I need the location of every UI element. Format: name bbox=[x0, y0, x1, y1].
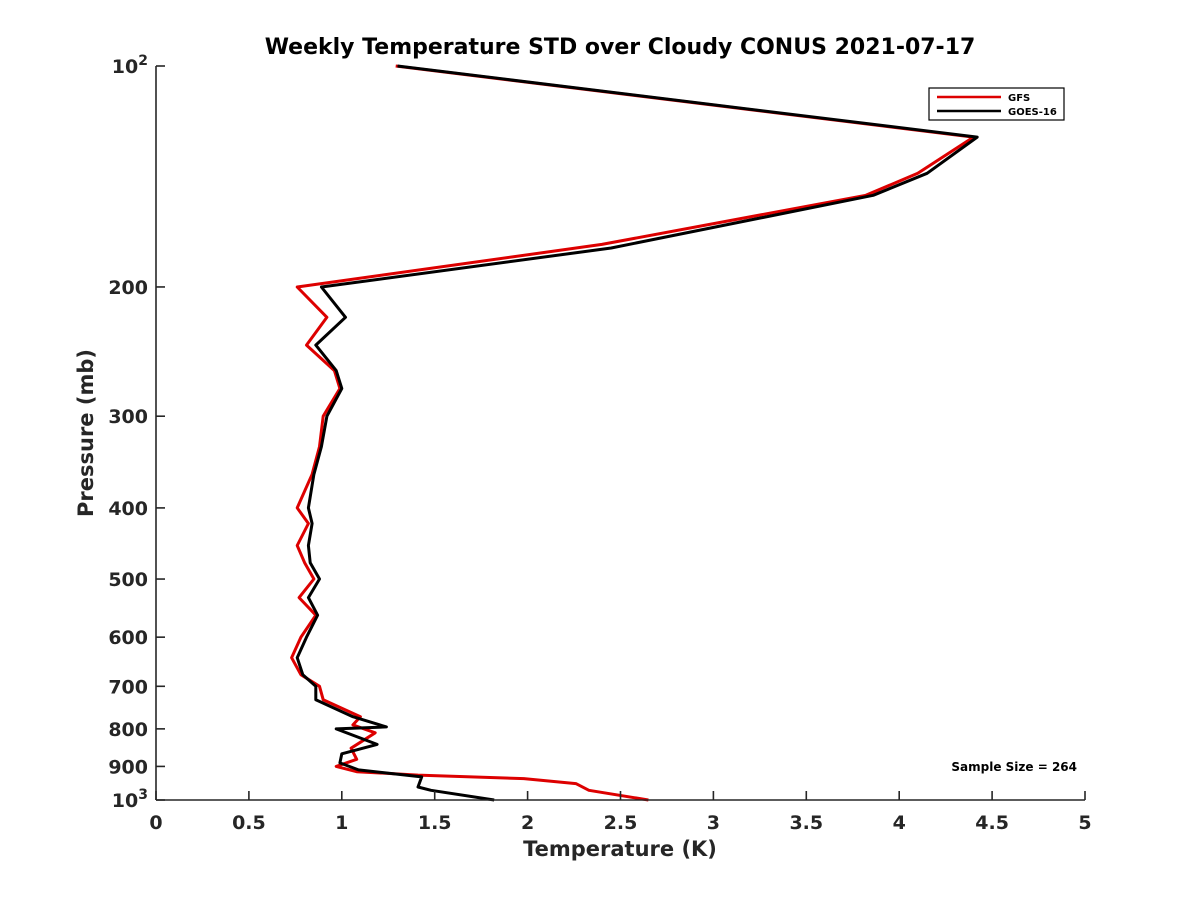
y-tick-label: 800 bbox=[108, 719, 148, 741]
legend-label: GFS bbox=[1008, 93, 1030, 104]
y-tick-label: 400 bbox=[108, 498, 148, 520]
x-tick-label: 2.5 bbox=[604, 812, 638, 834]
legend-label: GOES-16 bbox=[1008, 107, 1057, 118]
y-tick-label: 600 bbox=[108, 627, 148, 649]
plot-area bbox=[292, 66, 978, 800]
legend: GFS GOES-16 bbox=[929, 88, 1064, 120]
x-tick-label: 3.5 bbox=[789, 812, 823, 834]
chart-title: Weekly Temperature STD over Cloudy CONUS… bbox=[265, 35, 976, 60]
x-tick-label: 0.5 bbox=[232, 812, 266, 834]
axes: 0 0.5 1 1.5 2 2.5 3 3.5 4 4.5 5 102 200 300 400 500 600 7… bbox=[108, 53, 1091, 834]
y-axis-label: Pressure (mb) bbox=[74, 349, 98, 517]
x-tick-label: 4 bbox=[893, 812, 906, 834]
x-tick-label: 1 bbox=[335, 812, 348, 834]
y-tick-label: 300 bbox=[108, 406, 148, 428]
chart: Weekly Temperature STD over Cloudy CONUS… bbox=[0, 0, 1200, 900]
x-tick-label: 2 bbox=[521, 812, 534, 834]
sample-size-annotation: Sample Size = 264 bbox=[951, 760, 1077, 774]
x-tick-label: 0 bbox=[149, 812, 162, 834]
series-line-gfs bbox=[292, 66, 974, 800]
y-tick-label: 700 bbox=[108, 676, 148, 698]
x-tick-label: 1.5 bbox=[418, 812, 452, 834]
x-tick-label: 3 bbox=[707, 812, 720, 834]
x-tick-label: 4.5 bbox=[975, 812, 1009, 834]
y-tick-label: 200 bbox=[108, 277, 148, 299]
y-tick-label: 103 bbox=[112, 787, 148, 812]
x-tick-label: 5 bbox=[1078, 812, 1091, 834]
y-tick-label: 102 bbox=[112, 53, 148, 78]
y-tick-label: 500 bbox=[108, 569, 148, 591]
x-axis-label: Temperature (K) bbox=[523, 837, 717, 861]
series-line-goes-16 bbox=[297, 66, 977, 800]
y-tick-label: 900 bbox=[108, 756, 148, 778]
